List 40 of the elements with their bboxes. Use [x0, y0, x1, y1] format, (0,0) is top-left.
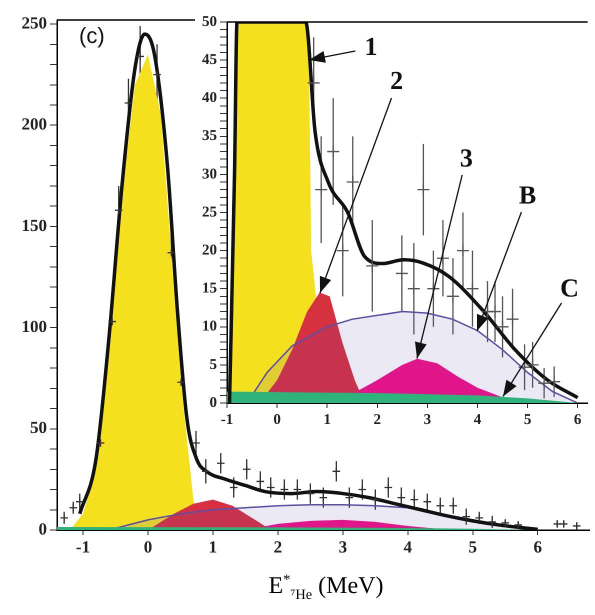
- annotation: 3: [460, 144, 473, 173]
- y-tick-label: 5: [210, 356, 217, 373]
- x-tick-label: 2: [374, 412, 382, 428]
- y-tick-label: 250: [22, 13, 47, 32]
- x-tick-label: 4: [404, 538, 413, 557]
- x-tick-label: 4: [474, 412, 482, 428]
- x-tick-label: -1: [76, 538, 90, 557]
- x-tick-label: -1: [220, 412, 234, 428]
- x-axis-title: E$^{*}$$_{⁷He}$ (MeV): [268, 572, 384, 604]
- y-tick-label: 50: [202, 14, 217, 30]
- annotation: 1: [364, 32, 378, 61]
- x-tick-label: 1: [208, 538, 218, 557]
- annotation: 2: [390, 66, 404, 96]
- y-tick-label: 10: [202, 318, 217, 335]
- y-tick-label: 40: [202, 90, 217, 106]
- x-tick-label: 2: [274, 538, 282, 557]
- x-tick-label: 3: [338, 538, 348, 557]
- x-tick-label: 0: [273, 412, 281, 428]
- annotation: (c): [79, 23, 105, 48]
- y-tick-label: 20: [202, 242, 217, 258]
- y-tick-label: 25: [202, 204, 217, 220]
- y-tick-label: 200: [22, 114, 47, 134]
- y-tick-label: 0: [38, 519, 47, 538]
- y-tick-label: 30: [202, 166, 217, 182]
- x-tick-label: 5: [468, 538, 478, 557]
- annotation: C: [560, 274, 579, 303]
- y-tick-label: 0: [210, 394, 217, 411]
- x-tick-label: 6: [574, 412, 582, 428]
- x-tick-label: 6: [533, 538, 542, 557]
- y-tick-label: 35: [202, 128, 217, 144]
- x-tick-label: 1: [323, 412, 331, 428]
- x-tick-label: 5: [524, 412, 532, 428]
- y-tick-label: 150: [22, 216, 47, 235]
- x-tick-label: 3: [424, 412, 432, 428]
- y-tick-label: 45: [202, 52, 217, 68]
- annotation: B: [518, 180, 536, 210]
- y-tick-label: 15: [202, 280, 217, 297]
- y-tick-label: 50: [30, 418, 47, 438]
- y-tick-label: 100: [22, 317, 47, 336]
- x-tick-label: 0: [144, 538, 152, 557]
